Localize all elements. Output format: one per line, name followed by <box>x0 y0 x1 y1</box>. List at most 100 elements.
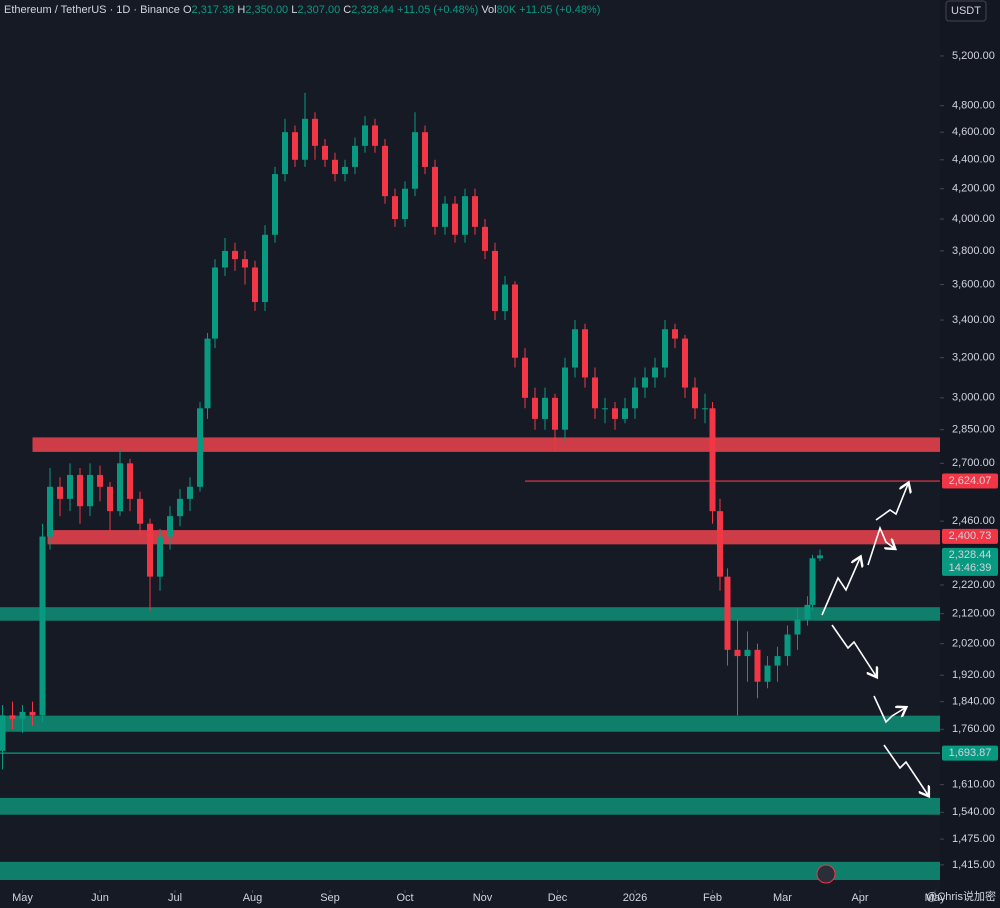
candle-body <box>734 649 741 657</box>
arrow <box>873 695 905 724</box>
candle-body <box>212 267 218 339</box>
candle-body <box>784 634 791 657</box>
y-tick-label: 2,460.00 <box>952 515 995 527</box>
candle-body <box>107 486 113 512</box>
price-label-box <box>942 745 998 761</box>
high-key: H <box>237 4 245 16</box>
candle-body <box>692 387 698 409</box>
candle-body <box>252 267 258 303</box>
candle-body <box>502 284 508 311</box>
candle-body <box>774 656 781 666</box>
candle-body <box>197 408 203 487</box>
countdown: 14:46:39 <box>949 562 992 574</box>
candle-body <box>512 284 518 358</box>
arrow-up <box>875 484 908 521</box>
event-icon[interactable] <box>816 864 836 884</box>
candle-body <box>97 474 103 487</box>
x-tick-label: Jul <box>168 892 182 904</box>
open-key: O <box>183 4 192 16</box>
candle-body <box>342 166 348 175</box>
zone <box>32 437 940 452</box>
candle-body <box>652 367 658 378</box>
arrows <box>821 484 928 795</box>
candle-body <box>602 408 608 410</box>
candle-body <box>442 203 448 227</box>
candle-body <box>552 397 558 430</box>
x-tick-label: May <box>925 892 946 904</box>
y-tick-label: 4,800.00 <box>952 100 995 112</box>
y-tick-label: 1,920.00 <box>952 669 995 681</box>
currency-button[interactable] <box>945 0 987 22</box>
zone <box>0 715 940 732</box>
candle-body <box>682 338 688 388</box>
candle-body <box>332 159 338 175</box>
y-tick-label: 3,800.00 <box>952 245 995 257</box>
candle-body <box>9 715 16 719</box>
candle-body <box>272 174 278 235</box>
candle-body <box>582 329 588 378</box>
close-value: 2,328.44 <box>351 4 394 16</box>
candle-body <box>137 498 143 524</box>
zone <box>47 530 940 545</box>
x-tick-label: Oct <box>396 892 413 904</box>
price-label: 1,693.87 <box>949 747 992 759</box>
candle-body <box>724 576 731 650</box>
candle-body <box>612 408 618 419</box>
price-label: 2,624.07 <box>949 475 992 487</box>
y-tick-label: 4,200.00 <box>952 183 995 195</box>
x-tick-label: May <box>12 892 33 904</box>
y-tick-label: 2,700.00 <box>952 457 995 469</box>
y-tick-label: 5,200.00 <box>952 50 995 62</box>
candle-body <box>422 132 428 167</box>
plot-area <box>0 92 940 881</box>
candle-body <box>672 329 678 339</box>
candle-body <box>382 145 388 197</box>
watermark: @Chris说加密 <box>926 889 996 903</box>
candle-body <box>412 132 418 189</box>
change: +11.05 (+0.48%) <box>397 4 478 16</box>
x-tick-label: Feb <box>703 892 722 904</box>
x-tick-label: 2026 <box>623 892 647 904</box>
candle-body <box>662 329 668 368</box>
price-label: 2,328.44 <box>949 549 992 561</box>
candle-body <box>392 196 398 220</box>
candle-body <box>292 132 298 160</box>
price-label-box <box>942 547 998 576</box>
candle-body <box>282 132 288 175</box>
candle-body <box>492 250 498 311</box>
x-tick-label: Sep <box>320 892 340 904</box>
candle-body <box>632 387 638 409</box>
y-tick-label: 1,610.00 <box>952 779 995 791</box>
arrow <box>867 525 894 566</box>
candle-body <box>19 711 26 719</box>
candle-body <box>29 711 36 716</box>
x-tick-label: Aug <box>243 892 263 904</box>
candle-body <box>709 408 716 512</box>
y-tick-label: 1,475.00 <box>952 833 995 845</box>
header: Ethereum / TetherUS · 1D · Binance O2,31… <box>4 4 600 16</box>
candle-body <box>147 523 153 577</box>
vol-change: +11.05 (+0.48%) <box>519 4 600 16</box>
zone <box>0 797 940 815</box>
candle-body <box>322 145 328 160</box>
arrow-up <box>821 558 860 616</box>
zone <box>0 861 940 881</box>
y-tick-label: 2,020.00 <box>952 638 995 650</box>
symbol: Ethereum / TetherUS · 1D · Binance <box>4 4 180 16</box>
y-tick-label: 1,760.00 <box>952 723 995 735</box>
candle-body <box>482 226 488 251</box>
open-value: 2,317.38 <box>192 4 235 16</box>
candle-body <box>522 357 528 398</box>
candle-body <box>177 498 183 517</box>
candle-body <box>432 166 438 227</box>
candle-body <box>312 118 318 146</box>
candle-body <box>127 463 133 499</box>
candle-body <box>744 649 751 657</box>
y-tick-label: 2,220.00 <box>952 579 995 591</box>
low-key: L <box>291 4 297 16</box>
x-tick-label: Apr <box>851 892 868 904</box>
currency-label[interactable]: USDT <box>951 5 981 17</box>
candle-body <box>262 234 268 303</box>
candle-body <box>67 474 73 499</box>
